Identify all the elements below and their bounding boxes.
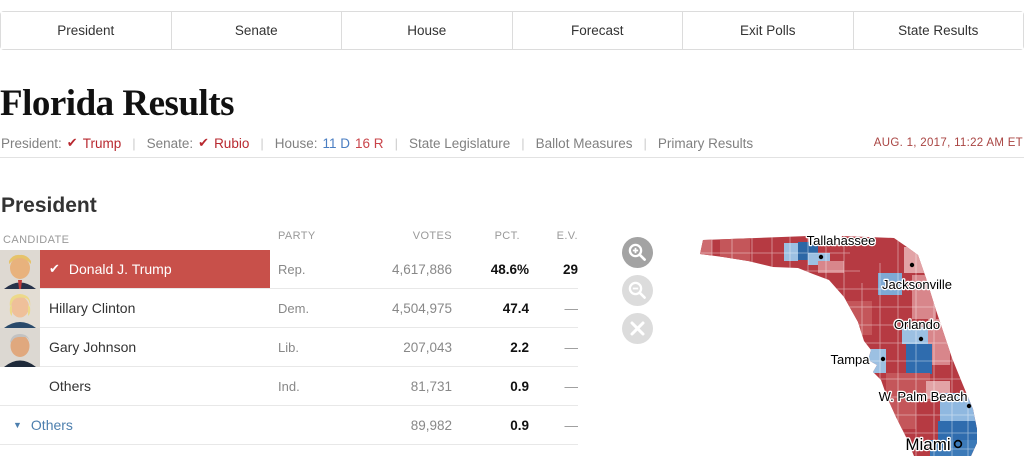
city-marker-tallahassee: [818, 254, 824, 260]
divider: |: [521, 135, 525, 151]
candidate-ev: 29: [562, 261, 578, 277]
close-button[interactable]: [622, 313, 653, 344]
divider: |: [260, 135, 264, 151]
header-party: PARTY: [278, 230, 316, 242]
county-choropleth: [700, 236, 977, 456]
check-icon: ✔: [198, 135, 210, 150]
map-zoom-controls: [622, 237, 653, 351]
candidate-votes: 4,617,886: [391, 261, 452, 277]
subnav-house-link[interactable]: House: 11 D 16 R: [275, 136, 384, 151]
zoom-in-button[interactable]: [622, 237, 653, 268]
top-tab-bar: President Senate House Forecast Exit Pol…: [0, 11, 1024, 50]
subnav-president-label: President:: [1, 135, 62, 151]
check-icon: ✔: [66, 135, 78, 150]
subnav-senate-winner: Rubio: [214, 135, 250, 151]
city-markers: [818, 254, 972, 449]
divider: |: [643, 135, 647, 151]
last-updated-timestamp: AUG. 1, 2017, 11:22 AM ET: [873, 137, 1023, 149]
tab-house[interactable]: House: [341, 12, 512, 49]
city-label: Orlando: [894, 317, 940, 332]
city-labels: Tallahassee Jacksonville Orlando Tampa W…: [805, 232, 968, 456]
candidate-party: Lib.: [278, 339, 299, 355]
header-candidate: CANDIDATE: [3, 234, 70, 246]
table-row: Gary Johnson Lib. 207,043 2.2 —: [0, 327, 579, 367]
candidate-name: Others: [30, 417, 73, 433]
expand-triangle-icon[interactable]: ▼: [13, 420, 22, 430]
subnav-house-dem-count: 11 D: [322, 135, 351, 151]
city-label: W. Palm Beach: [879, 389, 968, 404]
subnav-primary-results-link[interactable]: Primary Results: [657, 135, 754, 151]
tab-state-results[interactable]: State Results: [852, 12, 1023, 49]
avatar-placeholder: [0, 367, 40, 406]
table-row-others-expandable[interactable]: ▼ Others 89,982 0.9 —: [0, 406, 578, 445]
candidate-ev: —: [564, 300, 579, 316]
candidate-pct: 0.9: [510, 417, 529, 433]
table-header-row: CANDIDATE PARTY VOTES PCT. E.V.: [0, 230, 578, 250]
tab-senate[interactable]: Senate: [170, 12, 341, 49]
candidate-party: Dem.: [278, 300, 310, 316]
candidate-party: Ind.: [278, 378, 300, 394]
city-marker-jacksonville: [909, 262, 915, 268]
candidate-name: Others: [49, 378, 92, 394]
race-subnav: President: ✔ Trump | Senate: ✔ Rubio | H…: [1, 133, 1023, 153]
subnav-president-winner: Trump: [82, 135, 122, 151]
florida-county-map[interactable]: Tallahassee Jacksonville Orlando Tampa W…: [690, 223, 1024, 456]
subnav-senate-link[interactable]: Senate: ✔ Rubio: [147, 135, 250, 151]
city-marker-tampa: [880, 356, 886, 362]
candidate-votes: 81,731: [410, 378, 452, 394]
candidate-pct: 48.6%: [490, 261, 529, 277]
tab-exit-polls[interactable]: Exit Polls: [682, 12, 853, 49]
city-label: Tampa: [830, 352, 870, 367]
close-icon: [630, 321, 645, 336]
candidate-votes: 89,982: [410, 417, 452, 433]
candidate-party: Rep.: [278, 261, 306, 277]
candidate-ev: —: [564, 378, 579, 394]
tab-president[interactable]: President: [1, 12, 171, 49]
section-title: President: [1, 194, 97, 217]
candidate-pct: 2.2: [510, 339, 529, 355]
candidate-pct: 47.4: [502, 300, 529, 316]
divider: |: [132, 135, 136, 151]
candidate-name: Donald J. Trump: [68, 261, 172, 277]
city-label: Miami: [905, 435, 950, 454]
table-row: Others Ind. 81,731 0.9 —: [0, 367, 578, 406]
subnav-state-legislature-link[interactable]: State Legislature: [408, 135, 511, 151]
candidate-avatar: [0, 249, 40, 289]
magnifier-minus-icon: [628, 281, 646, 299]
header-votes: VOTES: [412, 230, 452, 242]
subnav-senate-label: Senate:: [146, 135, 194, 151]
city-marker-west-palm-beach: [966, 403, 972, 409]
divider: |: [394, 135, 398, 151]
city-marker-miami: [953, 439, 963, 449]
table-row: Hillary Clinton Dem. 4,504,975 47.4 —: [0, 288, 579, 328]
zoom-out-button[interactable]: [622, 275, 653, 306]
candidate-name: Gary Johnson: [49, 339, 137, 355]
candidate-ev: —: [564, 339, 579, 355]
results-table: CANDIDATE PARTY VOTES PCT. E.V. ✔ Donald…: [0, 230, 578, 445]
candidate-avatar: [0, 327, 40, 367]
magnifier-plus-icon: [628, 243, 646, 261]
winner-check-icon: ✔: [49, 261, 60, 276]
subnav-house-label: House:: [274, 135, 318, 151]
header-pct: PCT.: [494, 230, 520, 242]
page-title: Florida Results: [0, 83, 235, 124]
tab-forecast[interactable]: Forecast: [511, 12, 682, 49]
subnav-house-rep-count: 16 R: [355, 135, 384, 151]
candidate-votes: 207,043: [403, 339, 452, 355]
subnav-ballot-measures-link[interactable]: Ballot Measures: [535, 135, 633, 151]
candidate-votes: 4,504,975: [391, 300, 452, 316]
city-label: Tallahassee: [807, 233, 876, 248]
city-label: Jacksonville: [882, 277, 952, 292]
city-marker-orlando: [918, 336, 924, 342]
table-row: ✔ Donald J. Trump Rep. 4,617,886 48.6% 2…: [0, 249, 578, 289]
header-ev: E.V.: [556, 230, 578, 242]
candidate-name: Hillary Clinton: [49, 300, 136, 316]
candidate-avatar: [0, 288, 40, 328]
candidate-ev: —: [564, 417, 579, 433]
divider: [0, 157, 1024, 158]
candidate-pct: 0.9: [510, 378, 529, 394]
subnav-president-link[interactable]: President: ✔ Trump: [1, 135, 121, 151]
